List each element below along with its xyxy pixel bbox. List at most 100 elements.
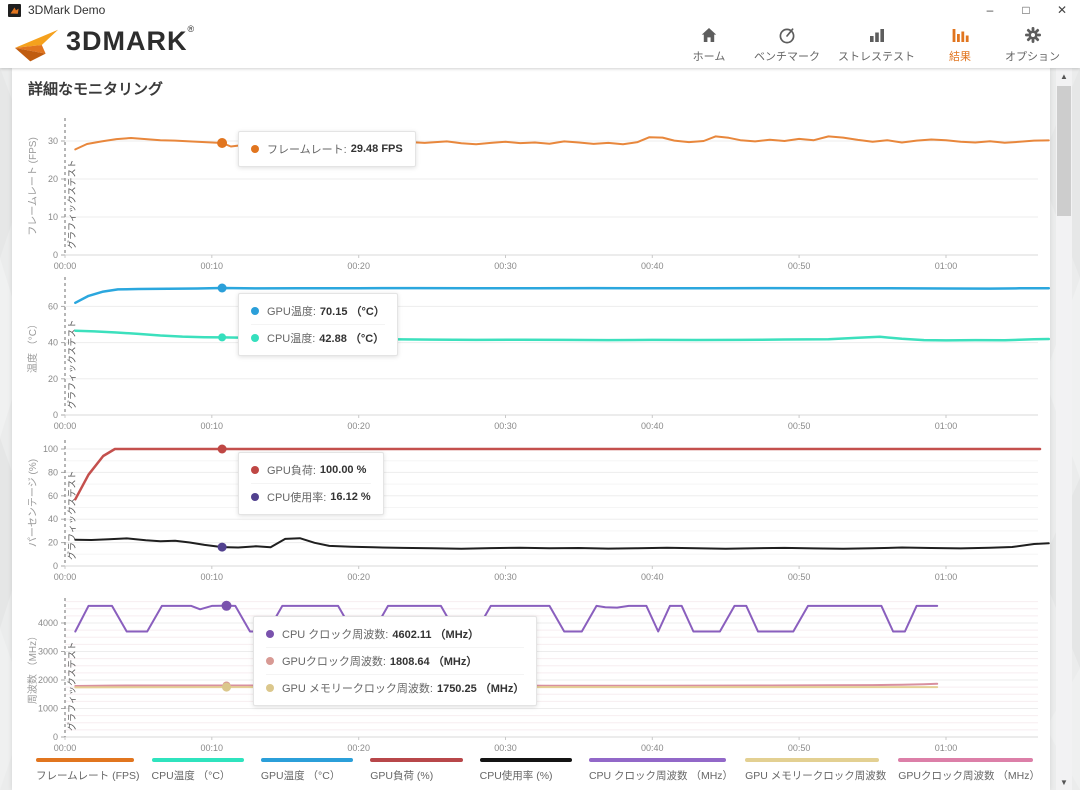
svg-text:00:30: 00:30 bbox=[494, 572, 517, 582]
legend-label: GPU温度 （°C） bbox=[260, 770, 341, 782]
tooltip-row: GPU メモリークロック周波数: 1750.25 （MHz） bbox=[266, 674, 525, 701]
svg-text:60: 60 bbox=[48, 491, 58, 501]
tooltip-row: GPUクロック周波数: 1808.64 （MHz） bbox=[266, 647, 525, 674]
series-value: 42.88 （°C） bbox=[319, 333, 385, 345]
nav-results[interactable]: 結果 bbox=[929, 25, 991, 64]
svg-text:00:00: 00:00 bbox=[54, 572, 77, 582]
svg-text:00:20: 00:20 bbox=[347, 743, 370, 753]
legend-item-gpu-temp[interactable]: GPU温度 （°C） bbox=[260, 758, 358, 783]
tooltip-row: GPU負荷: 100.00 % bbox=[251, 457, 371, 483]
monitoring-charts[interactable]: 0 10 20 30 00:00 00:10 00:20 00:30 00:40 00:50 01:… bbox=[12, 68, 1050, 790]
series-label: CPU クロック周波数: bbox=[282, 629, 389, 641]
svg-text:00:40: 00:40 bbox=[641, 421, 664, 431]
tooltip-row: フレームレート: 29.48 FPS bbox=[251, 136, 403, 162]
svg-text:0: 0 bbox=[53, 732, 58, 742]
legend-label: CPU使用率 (%) bbox=[479, 770, 553, 782]
scrollbar-thumb[interactable] bbox=[1057, 86, 1071, 216]
svg-text:00:10: 00:10 bbox=[201, 261, 224, 271]
page-title: 詳細なモニタリング bbox=[28, 81, 164, 98]
scroll-down-button[interactable]: ▼ bbox=[1060, 777, 1068, 787]
svg-text:00:10: 00:10 bbox=[201, 572, 224, 582]
nav-home[interactable]: ホーム bbox=[678, 25, 740, 64]
nav-options[interactable]: オプション bbox=[1001, 25, 1064, 64]
brand-logo: 3DMARK® bbox=[14, 24, 195, 64]
legend-item-cpu-temp[interactable]: CPU温度 （°C） bbox=[151, 758, 249, 783]
svg-text:グラフィックステスト: グラフィックステスト bbox=[66, 641, 77, 731]
legend-color-bar bbox=[898, 758, 1033, 762]
window-title: 3DMark Demo bbox=[28, 3, 106, 17]
legend-label: CPU温度 （°C） bbox=[151, 770, 231, 782]
series-value: 70.15 （°C） bbox=[319, 306, 385, 318]
series-value: 100.00 % bbox=[319, 464, 367, 476]
series-dot bbox=[251, 334, 259, 342]
legend-item-cpu-usage[interactable]: CPU使用率 (%) bbox=[479, 758, 577, 783]
legend-item-gpu-mem-clock[interactable]: GPU メモリークロック周波数 bbox=[745, 758, 886, 783]
tooltip-percentage: GPU負荷: 100.00 % CPU使用率: 16.12 % bbox=[238, 452, 384, 515]
svg-text:00:40: 00:40 bbox=[641, 572, 664, 582]
legend-color-bar bbox=[151, 758, 245, 762]
scrollbar[interactable]: ▲ ▼ bbox=[1056, 68, 1072, 790]
svg-text:30: 30 bbox=[48, 136, 58, 146]
svg-text:01:00: 01:00 bbox=[935, 572, 958, 582]
series-value: 1750.25 （MHz） bbox=[436, 683, 525, 695]
series-label: GPU負荷: bbox=[267, 465, 316, 477]
svg-text:60: 60 bbox=[48, 301, 58, 311]
svg-text:周波数 （MHz）: 周波数 （MHz） bbox=[26, 631, 39, 704]
svg-text:20: 20 bbox=[48, 174, 58, 184]
svg-text:20: 20 bbox=[48, 374, 58, 384]
svg-text:10: 10 bbox=[48, 212, 58, 222]
registered-mark: ® bbox=[187, 24, 196, 34]
nav-benchmark[interactable]: ベンチマーク bbox=[750, 25, 824, 64]
svg-text:40: 40 bbox=[48, 514, 58, 524]
series-value: 1808.64 （MHz） bbox=[389, 656, 478, 668]
minimize-button[interactable]: – bbox=[986, 3, 994, 17]
close-button[interactable]: ✕ bbox=[1056, 3, 1068, 17]
chart-legend: フレームレート (FPS) CPU温度 （°C） GPU温度 （°C） GPU負… bbox=[36, 758, 1040, 783]
legend-label: CPU クロック周波数 （MHz） bbox=[588, 770, 734, 782]
series-dot bbox=[266, 630, 274, 638]
legend-color-bar bbox=[588, 758, 726, 762]
svg-text:00:20: 00:20 bbox=[347, 421, 370, 431]
tooltip-row: GPU温度: 70.15 （°C） bbox=[251, 298, 385, 324]
svg-text:0: 0 bbox=[53, 561, 58, 571]
series-label: CPU使用率: bbox=[267, 492, 327, 504]
legend-label: GPU負荷 (%) bbox=[370, 770, 434, 782]
series-dot bbox=[251, 145, 259, 153]
svg-text:00:50: 00:50 bbox=[788, 421, 811, 431]
svg-text:パーセンテージ (%): パーセンテージ (%) bbox=[27, 459, 39, 547]
results-chart-icon bbox=[952, 28, 969, 42]
series-dot bbox=[266, 684, 274, 692]
series-label: フレームレート: bbox=[267, 144, 347, 156]
svg-text:00:30: 00:30 bbox=[494, 743, 517, 753]
nav-stress-test[interactable]: ストレステスト bbox=[834, 25, 919, 64]
svg-text:00:30: 00:30 bbox=[494, 261, 517, 271]
svg-text:00:10: 00:10 bbox=[201, 421, 224, 431]
series-dot bbox=[251, 307, 259, 315]
svg-text:40: 40 bbox=[48, 338, 58, 348]
svg-text:00:20: 00:20 bbox=[347, 572, 370, 582]
svg-text:00:00: 00:00 bbox=[54, 261, 77, 271]
legend-item-cpu-clock[interactable]: CPU クロック周波数 （MHz） bbox=[588, 758, 734, 783]
svg-text:80: 80 bbox=[48, 467, 58, 477]
legend-item-gpu-clock[interactable]: GPUクロック周波数 （MHz） bbox=[898, 758, 1040, 783]
stress-test-bars-icon bbox=[869, 28, 884, 42]
legend-color-bar bbox=[260, 758, 354, 762]
scroll-up-button[interactable]: ▲ bbox=[1060, 71, 1068, 81]
home-icon bbox=[701, 27, 717, 42]
legend-item-gpu-load[interactable]: GPU負荷 (%) bbox=[370, 758, 467, 783]
svg-text:00:40: 00:40 bbox=[641, 261, 664, 271]
monitoring-panel: 詳細なモニタリング 0 10 20 30 00:00 00:10 00:20 00:30 00:… bbox=[12, 68, 1050, 790]
svg-text:00:50: 00:50 bbox=[788, 261, 811, 271]
series-value: 16.12 % bbox=[330, 491, 371, 503]
svg-text:00:00: 00:00 bbox=[54, 421, 77, 431]
tooltip-frequency: CPU クロック周波数: 4602.11 （MHz） GPUクロック周波数: 1… bbox=[253, 616, 538, 706]
legend-item-framerate[interactable]: フレームレート (FPS) bbox=[36, 758, 140, 783]
maximize-button[interactable]: □ bbox=[1022, 3, 1030, 17]
legend-color-bar bbox=[36, 758, 135, 762]
legend-label: GPUクロック周波数 （MHz） bbox=[898, 770, 1040, 782]
tooltip-temperature: GPU温度: 70.15 （°C） CPU温度: 42.88 （°C） bbox=[238, 293, 398, 356]
svg-text:3000: 3000 bbox=[38, 647, 58, 657]
series-value: 29.48 FPS bbox=[350, 143, 403, 155]
tooltip-row: CPU クロック周波数: 4602.11 （MHz） bbox=[266, 621, 524, 647]
series-label: GPUクロック周波数: bbox=[282, 656, 386, 668]
